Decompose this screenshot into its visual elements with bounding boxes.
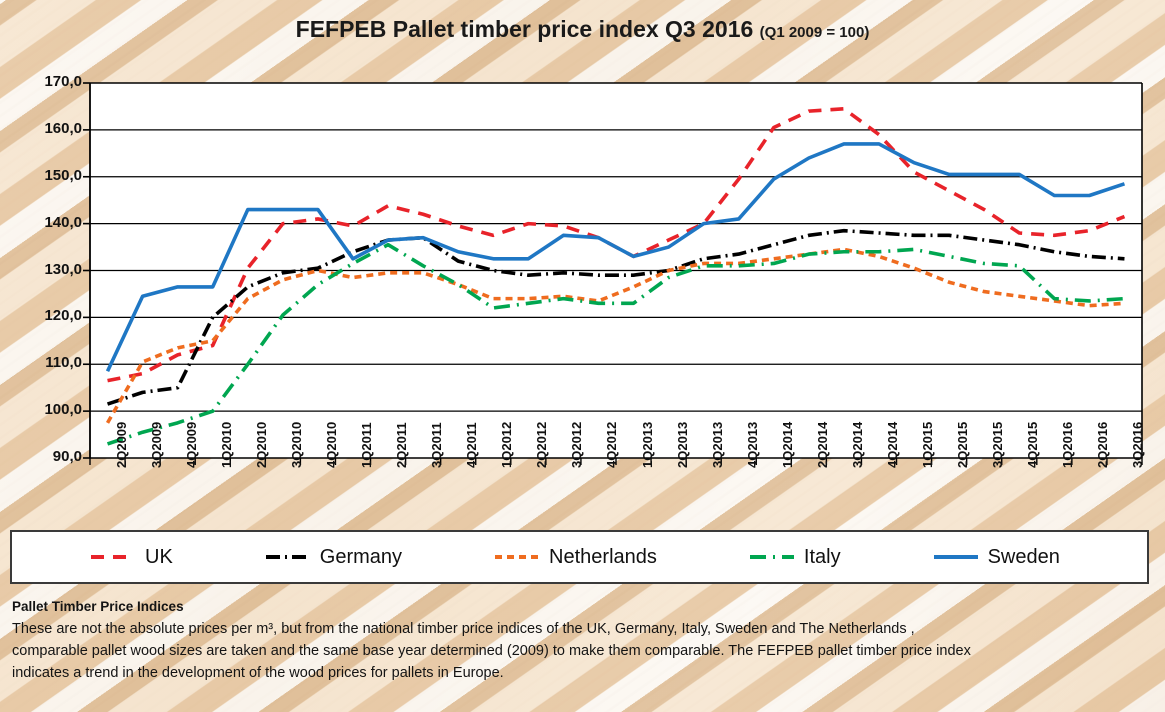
series-line-germany [106, 228, 1125, 406]
line-chart [83, 82, 1143, 465]
legend-label-germany: Germany [319, 545, 403, 568]
x-axis-tick-label: 1Q2010 [218, 421, 234, 468]
footer-line-3: indicates a trend in the development of … [12, 665, 504, 681]
y-axis-tick-label: 90,0 [52, 448, 82, 465]
x-axis-tick-label: 1Q2011 [359, 422, 374, 468]
x-axis-tick-label: 3Q2009 [148, 421, 164, 468]
x-axis-tick-label: 4Q2015 [1025, 421, 1041, 468]
x-axis-tick-label: 3Q2014 [849, 421, 865, 468]
y-axis-tick-label: 130,0 [44, 260, 82, 278]
legend-swatch-netherlands [495, 555, 540, 559]
x-axis-tick-label: 4Q2013 [744, 421, 760, 468]
y-axis-tick-label: 140,0 [44, 213, 82, 231]
x-axis-tick-label: 3Q2016 [1130, 421, 1146, 468]
x-axis-tick-label: 2Q2010 [253, 421, 269, 468]
legend-label-uk: UK [145, 545, 173, 568]
x-axis-tick-label: 2Q2011 [394, 422, 410, 468]
x-axis-tick-label: 4Q2011 [464, 422, 480, 468]
chart-title-sub: (Q1 2009 = 100) [759, 24, 870, 41]
legend-swatch-uk [91, 555, 135, 559]
legend-swatch-sweden [933, 555, 978, 559]
legend-swatch-germany [265, 555, 310, 559]
legend-label-italy: Italy [803, 545, 841, 568]
legend-items: UK Germany Netherlands Italy Sweden [12, 532, 1147, 582]
legend-item-italy[interactable]: Italy [749, 546, 841, 569]
x-axis-tick-label: 2Q2014 [814, 421, 830, 468]
x-axis-tick-label: 2Q2009 [113, 421, 129, 468]
series-line-netherlands [105, 247, 1125, 424]
x-axis-tick-label: 4Q2009 [183, 421, 199, 468]
x-axis-tick-label: 1Q2015 [920, 421, 936, 468]
x-axis-tick-label: 2Q2016 [1095, 421, 1111, 468]
x-axis-tick-label: 2Q2013 [674, 421, 690, 468]
legend-label-sweden: Sweden [987, 545, 1060, 568]
x-axis-tick-label: 1Q2013 [639, 421, 655, 468]
footer-note: Pallet Timber Price Indices These are no… [12, 596, 1132, 684]
chart-legend: UK Germany Netherlands Italy Sweden [10, 530, 1149, 584]
y-axis-tick-label: 120,0 [44, 307, 82, 325]
x-axis-tick-label: 3Q2015 [990, 421, 1006, 468]
y-axis-tick-label: 110,0 [45, 354, 82, 372]
y-axis-tick-label: 160,0 [44, 119, 82, 137]
page-title: FEFPEB Pallet timber price index Q3 2016… [0, 16, 1165, 43]
x-axis-tick-label: 3Q2010 [288, 421, 304, 468]
x-axis-tick-label: 2Q2015 [955, 421, 971, 468]
legend-item-sweden[interactable]: Sweden [933, 546, 1060, 569]
chart-title-main: FEFPEB Pallet timber price index Q3 2016 [295, 16, 754, 42]
x-axis-tick-label: 3Q2011 [429, 422, 445, 468]
y-axis-tick-label: 150,0 [44, 166, 82, 184]
x-axis-tick-label: 2Q2012 [534, 421, 550, 468]
x-axis-tick-label: 1Q2014 [779, 421, 795, 468]
x-axis-tick-label: 4Q2012 [604, 421, 620, 468]
x-axis-tick-label: 3Q2012 [569, 421, 585, 468]
x-axis-tick-label: 1Q2016 [1060, 421, 1076, 468]
footer-heading: Pallet Timber Price Indices [12, 599, 184, 614]
footer-line-2: comparable pallet wood sizes are taken a… [12, 643, 971, 659]
legend-label-netherlands: Netherlands [549, 545, 657, 568]
x-axis-tick-label: 3Q2013 [709, 421, 725, 468]
x-axis-tick-label: 4Q2014 [885, 421, 900, 468]
legend-swatch-italy [749, 555, 794, 559]
chart-plot-area: 90,0 100,0 110,0 120,0 130,0 140,0 150,0 160,0 1… [44, 73, 1146, 468]
legend-item-germany[interactable]: Germany [265, 546, 402, 569]
y-axis-tick-label: 170,0 [44, 73, 82, 90]
legend-item-netherlands[interactable]: Netherlands [494, 546, 657, 569]
series-line-sweden [105, 142, 1126, 373]
y-axis-tick-label: 100,0 [44, 401, 82, 419]
footer-line-1: These are not the absolute prices per m³… [12, 621, 915, 637]
legend-item-uk[interactable]: UK [90, 546, 173, 569]
x-axis-tick-label: 4Q2010 [323, 421, 339, 468]
x-axis-tick-label: 1Q2012 [499, 421, 515, 468]
